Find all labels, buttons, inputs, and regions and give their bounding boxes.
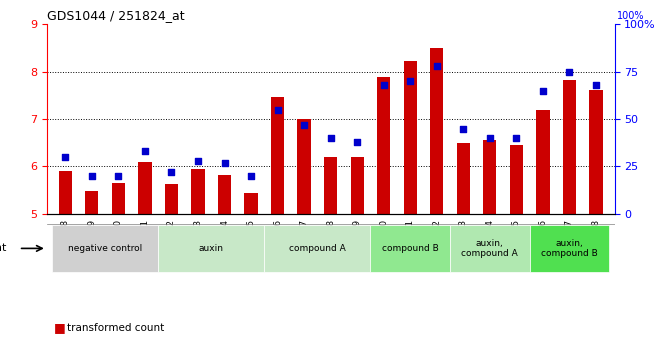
Point: [246, 173, 257, 179]
Bar: [536, 109, 550, 214]
Text: negative control: negative control: [68, 244, 142, 253]
Bar: [297, 119, 311, 214]
Text: auxin,
compound A: auxin, compound A: [462, 239, 518, 258]
Bar: [59, 171, 72, 214]
Text: auxin,
compound B: auxin, compound B: [541, 239, 598, 258]
Bar: [589, 90, 603, 214]
Bar: [112, 183, 125, 214]
Point: [140, 148, 150, 154]
Text: auxin: auxin: [199, 244, 224, 253]
Bar: [86, 191, 98, 214]
Point: [458, 126, 469, 131]
Point: [432, 63, 442, 69]
Point: [273, 107, 283, 112]
Point: [299, 122, 309, 127]
Point: [219, 160, 230, 165]
Point: [87, 173, 98, 179]
Bar: [377, 77, 390, 214]
Point: [113, 173, 124, 179]
Point: [538, 88, 548, 93]
FancyBboxPatch shape: [371, 225, 450, 272]
Point: [325, 135, 336, 141]
FancyBboxPatch shape: [450, 225, 530, 272]
Point: [511, 135, 522, 141]
Text: transformed count: transformed count: [67, 323, 164, 333]
Text: agent: agent: [0, 244, 7, 253]
Point: [166, 169, 177, 175]
Point: [352, 139, 363, 145]
Point: [192, 158, 203, 164]
Bar: [563, 80, 576, 214]
Bar: [324, 157, 337, 214]
Bar: [271, 97, 284, 214]
Bar: [138, 162, 152, 214]
Text: 100%: 100%: [617, 11, 645, 21]
Point: [60, 154, 71, 160]
Text: GDS1044 / 251824_at: GDS1044 / 251824_at: [47, 9, 184, 22]
Point: [378, 82, 389, 88]
Bar: [430, 48, 444, 214]
Point: [564, 69, 574, 74]
FancyBboxPatch shape: [52, 225, 158, 272]
Point: [484, 135, 495, 141]
FancyBboxPatch shape: [265, 225, 371, 272]
Bar: [457, 143, 470, 214]
Point: [405, 78, 415, 84]
Bar: [403, 61, 417, 214]
Bar: [191, 169, 204, 214]
Bar: [351, 157, 364, 214]
Bar: [165, 185, 178, 214]
Text: compound B: compound B: [382, 244, 439, 253]
Text: ■: ■: [53, 321, 65, 334]
FancyBboxPatch shape: [530, 225, 609, 272]
Text: compound A: compound A: [289, 244, 346, 253]
Bar: [510, 145, 523, 214]
Bar: [244, 193, 258, 214]
Bar: [218, 175, 231, 214]
Point: [591, 82, 601, 88]
Bar: [483, 140, 496, 214]
FancyBboxPatch shape: [158, 225, 265, 272]
